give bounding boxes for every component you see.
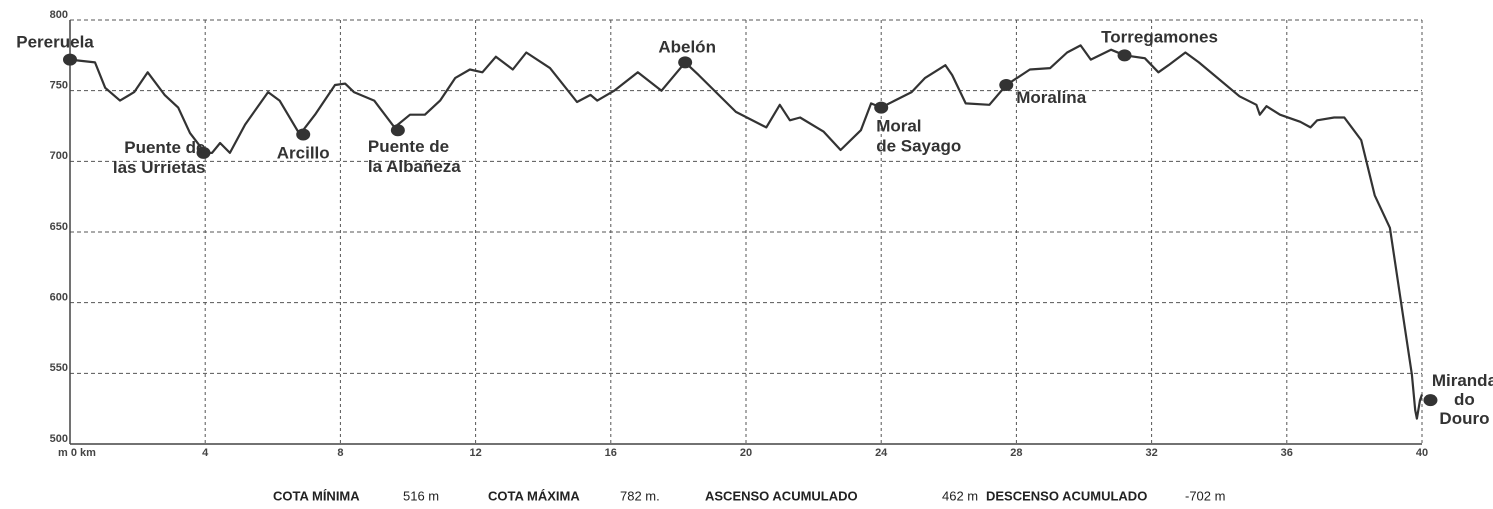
- place-label-line: Torregamones: [1101, 28, 1218, 47]
- place-label-line: las Urrietas: [113, 158, 206, 177]
- place-label: Moral de Sayago: [876, 117, 961, 156]
- place-marker: [390, 124, 405, 137]
- place-label: Abelón: [658, 38, 716, 57]
- x-tick-label: 20: [740, 447, 752, 459]
- x-tick-label: 4: [202, 447, 209, 459]
- x-tick-label: m 0 km: [58, 447, 96, 459]
- x-tick-label: 16: [605, 447, 617, 459]
- stat-value: 462 m: [942, 488, 978, 503]
- place-label-line: Pereruela: [16, 33, 94, 52]
- place-label-line: Puente de: [368, 138, 449, 157]
- stat-value: -702 m: [1185, 488, 1225, 503]
- place-label-line: de Sayago: [876, 137, 961, 156]
- place-marker: [1117, 49, 1132, 62]
- y-tick-label: 700: [50, 150, 68, 162]
- place-marker: [196, 146, 211, 159]
- place-marker: [1423, 394, 1438, 407]
- y-tick-label: 500: [50, 433, 68, 445]
- place-label-line: Abelón: [658, 38, 716, 57]
- place-marker: [874, 101, 889, 114]
- place-label-line: la Albañeza: [368, 158, 461, 177]
- place-marker: [296, 128, 311, 141]
- y-tick-label: 600: [50, 292, 68, 304]
- place-label: Puente de la Albañeza: [368, 138, 461, 177]
- y-tick-label: 550: [50, 362, 68, 374]
- y-tick-label: 750: [50, 80, 68, 92]
- place-label-line: Puente de: [124, 138, 205, 157]
- stat-label: COTA MÍNIMA: [273, 488, 360, 503]
- place-label-line: Moral: [876, 117, 921, 136]
- place-label: Miranda do Douro: [1432, 372, 1493, 429]
- place-label-line: Douro: [1439, 410, 1489, 429]
- x-tick-label: 8: [337, 447, 343, 459]
- place-label-line: Miranda: [1432, 372, 1493, 391]
- x-tick-label: 28: [1010, 447, 1022, 459]
- place-label: Moralina: [1016, 88, 1086, 107]
- place-marker: [63, 53, 77, 66]
- stat-label: COTA MÁXIMA: [488, 488, 580, 503]
- place-label: Puente de las Urrietas: [113, 138, 206, 177]
- x-tick-label: 24: [875, 447, 888, 459]
- y-tick-label: 650: [50, 221, 68, 233]
- x-tick-label: 32: [1145, 447, 1157, 459]
- stat-label: ASCENSO ACUMULADO: [705, 488, 858, 503]
- stat-value: 782 m.: [620, 488, 660, 503]
- place-marker: [678, 56, 693, 69]
- place-label: Torregamones: [1101, 28, 1218, 47]
- place-label: Arcillo: [277, 144, 330, 163]
- profile-line: [69, 44, 1424, 420]
- place-label-line: Moralina: [1016, 88, 1086, 107]
- y-tick-label: 800: [50, 9, 68, 21]
- stat-label: DESCENSO ACUMULADO: [986, 488, 1147, 503]
- x-tick-label: 36: [1281, 447, 1293, 459]
- stat-value: 516 m: [403, 488, 439, 503]
- place-marker: [999, 79, 1014, 92]
- place-label: Pereruela: [16, 33, 94, 52]
- place-label-line: do: [1454, 391, 1475, 410]
- x-tick-label: 12: [469, 447, 481, 459]
- place-label-line: Arcillo: [277, 144, 330, 163]
- x-tick-label: 40: [1416, 447, 1428, 459]
